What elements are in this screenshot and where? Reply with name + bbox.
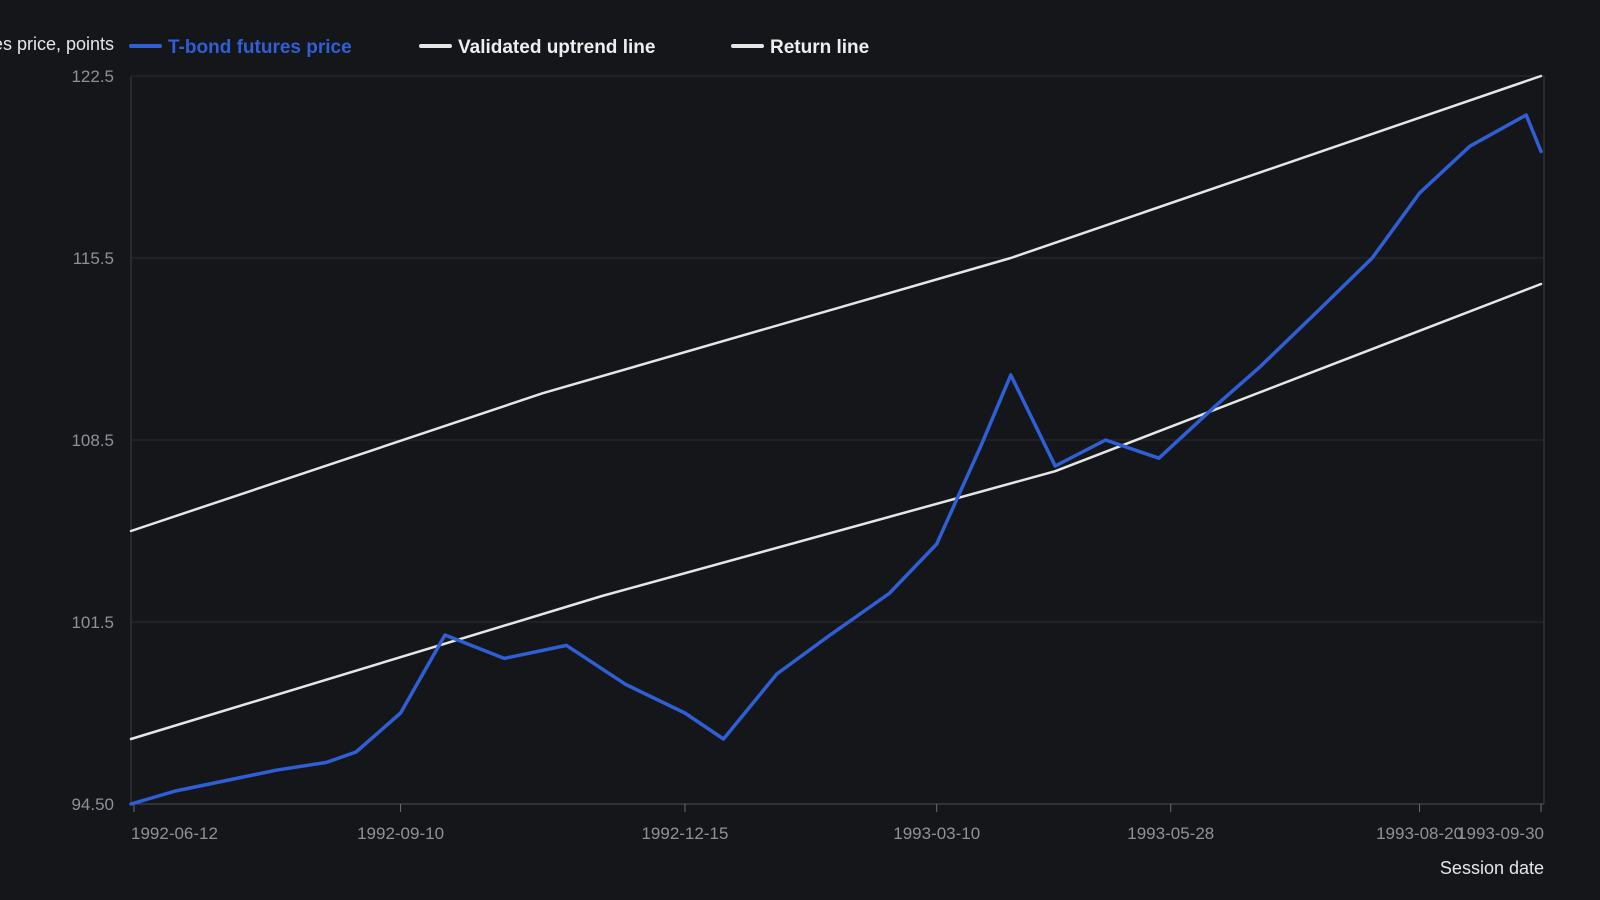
y-tick-label: 101.5 <box>71 613 114 632</box>
legend: T-bond futures price Validated uptrend li… <box>129 37 869 58</box>
legend-label: T-bond futures price <box>168 37 352 58</box>
series-line-0 <box>129 113 1543 806</box>
x-tick-label: 1992-06-12 <box>131 824 218 843</box>
y-tick-label: 94.50 <box>71 795 114 814</box>
x-tick-label: 1992-12-15 <box>641 824 728 843</box>
x-tick-label: 1992-09-10 <box>357 824 444 843</box>
gridlines <box>130 75 1545 805</box>
y-tick-label: 115.5 <box>73 249 114 268</box>
x-tick-label: 1993-05-28 <box>1127 824 1214 843</box>
x-tick-label: 1993-08-20 <box>1376 824 1463 843</box>
x-tick-label: 1993-09-30 <box>1457 824 1544 843</box>
y-tick-label: 122.5 <box>71 67 114 86</box>
series-line-2 <box>129 74 1543 533</box>
legend-label: Validated uptrend line <box>458 37 655 58</box>
x-tick-label: 1993-03-10 <box>893 824 980 843</box>
series-line-1 <box>129 282 1543 741</box>
x-axis: 1992-06-12 1992-09-10 1992-12-15 1993-03-10… <box>131 803 1544 843</box>
series-lines <box>129 74 1543 806</box>
y-axis-title: T-bond futures price, points <box>0 34 114 54</box>
legend-label: Return line <box>770 37 869 58</box>
x-axis-title: Session date <box>1440 858 1544 878</box>
y-axis: 94.50 101.5 108.5 115.5 122.5 <box>71 67 114 814</box>
y-tick-label: 108.5 <box>71 431 114 450</box>
